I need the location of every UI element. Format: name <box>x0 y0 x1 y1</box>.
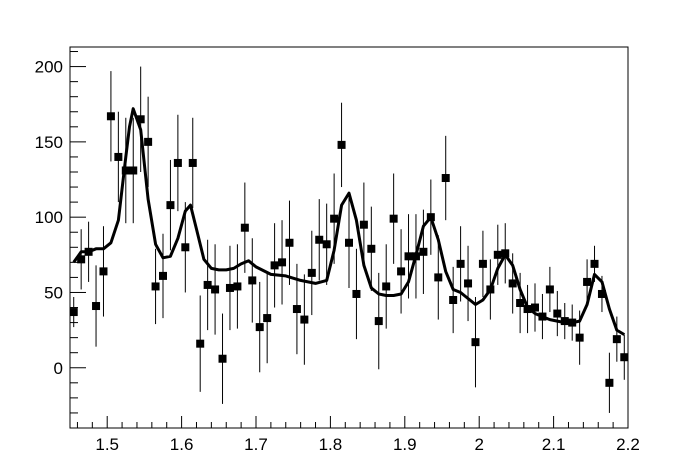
data-point <box>560 317 569 326</box>
data-point <box>464 279 473 288</box>
data-point <box>620 353 629 362</box>
data-point <box>307 268 316 277</box>
data-point <box>151 282 160 291</box>
data-point <box>531 303 539 312</box>
x-tick-label: 2.2 <box>616 435 640 454</box>
data-point <box>441 174 450 183</box>
data-point <box>419 247 428 256</box>
axis-ticks <box>70 51 629 428</box>
data-point <box>255 323 264 332</box>
x-tick-label: 2 <box>474 435 483 454</box>
data-point <box>330 214 339 223</box>
y-tick-label: 50 <box>44 283 63 302</box>
data-point <box>545 285 554 294</box>
data-point <box>590 259 599 268</box>
data-point <box>434 273 443 282</box>
y-tick-label: 100 <box>35 208 63 227</box>
y-tick-label: 200 <box>35 58 63 77</box>
data-point <box>114 152 123 161</box>
data-point <box>106 112 115 121</box>
data-point <box>278 258 287 267</box>
data-point <box>173 158 182 167</box>
data-point <box>121 166 130 175</box>
data-point <box>240 223 249 232</box>
data-point <box>92 302 101 311</box>
data-point <box>99 267 108 276</box>
data-point <box>345 238 353 247</box>
data-point <box>382 282 391 291</box>
data-point <box>471 338 480 347</box>
data-point <box>136 115 145 124</box>
data-point <box>568 318 577 327</box>
x-tick-label: 1.8 <box>319 435 343 454</box>
data-point <box>411 252 420 261</box>
data-point <box>285 238 294 247</box>
data-point <box>397 267 406 276</box>
data-point <box>478 259 487 268</box>
data-point <box>84 247 93 256</box>
data-point <box>188 158 197 167</box>
data-point <box>166 201 175 210</box>
data-point <box>225 283 234 292</box>
data-point <box>501 249 510 258</box>
data-point <box>69 308 78 317</box>
data-point <box>248 276 257 285</box>
data-point <box>144 137 153 146</box>
data-point <box>337 140 346 149</box>
data-point <box>553 309 562 318</box>
fit-curve <box>72 107 626 336</box>
data-point <box>300 315 309 324</box>
data-point <box>583 277 592 286</box>
data-point <box>374 317 383 326</box>
data-point <box>211 285 220 294</box>
data-point <box>77 255 86 264</box>
data-points <box>69 112 629 387</box>
data-point <box>129 166 138 175</box>
data-point <box>263 314 272 323</box>
data-point <box>196 339 205 348</box>
x-tick-label: 2.1 <box>542 435 566 454</box>
data-point <box>612 335 621 344</box>
data-point <box>181 243 190 252</box>
data-point <box>315 235 324 244</box>
plot-frame <box>69 46 629 429</box>
data-point <box>367 244 376 253</box>
data-point <box>159 271 167 280</box>
x-tick-label: 1.7 <box>244 435 268 454</box>
data-point <box>359 220 368 229</box>
data-point <box>486 285 495 294</box>
data-point <box>508 279 517 288</box>
x-tick-label: 1.9 <box>393 435 417 454</box>
data-point <box>203 280 212 289</box>
data-point <box>426 213 435 222</box>
data-point <box>493 250 502 259</box>
data-point <box>575 333 584 342</box>
data-point <box>322 240 331 249</box>
y-tick-label: 150 <box>35 133 63 152</box>
data-point <box>597 289 606 298</box>
data-point <box>352 289 361 298</box>
data-point <box>233 282 242 291</box>
x-tick-label: 1.6 <box>170 435 194 454</box>
data-point <box>523 305 532 314</box>
data-point <box>605 378 614 387</box>
data-point <box>292 305 301 314</box>
data-point <box>456 259 465 268</box>
axis-tick-labels: 1.5 1.6 1.7 1.8 1.9 2 2.1 2.2 0 50 100 150 200 <box>35 58 640 454</box>
y-tick-label: 0 <box>54 359 63 378</box>
data-point <box>404 252 413 261</box>
data-point <box>516 299 525 308</box>
data-point <box>218 354 227 363</box>
data-point <box>449 295 458 304</box>
data-point <box>538 312 547 321</box>
x-tick-label: 1.5 <box>95 435 119 454</box>
data-point <box>389 214 398 223</box>
data-point <box>270 261 279 270</box>
